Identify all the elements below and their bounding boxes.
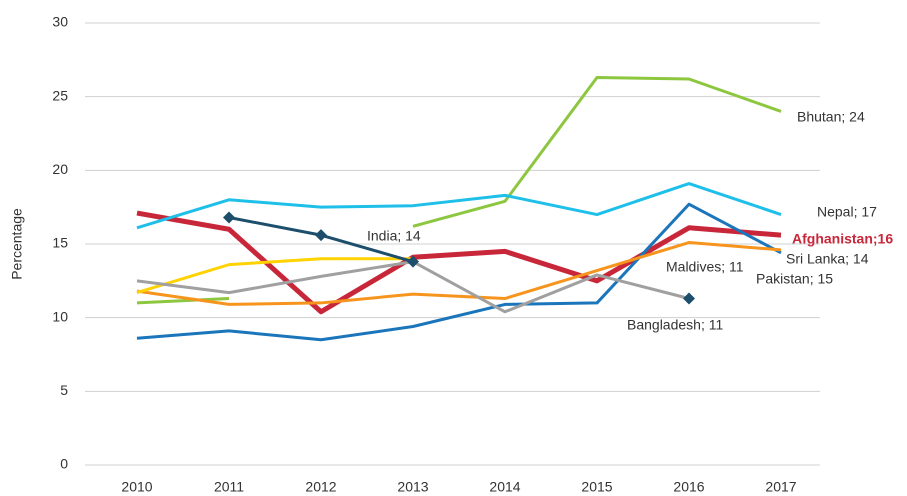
series-line bbox=[136, 257, 413, 295]
point-marker bbox=[315, 229, 327, 242]
point-marker bbox=[223, 211, 235, 224]
y-axis-label: Percentage bbox=[9, 208, 25, 280]
annotation: Bangladesh; 11 bbox=[627, 317, 723, 333]
annotation: Bhutan; 24 bbox=[797, 109, 865, 125]
series-line bbox=[136, 182, 782, 230]
y-tick-label: 10 bbox=[52, 308, 68, 324]
x-tick-label: 2012 bbox=[305, 479, 336, 495]
point-marker bbox=[407, 255, 419, 268]
x-tick-label: 2016 bbox=[673, 479, 704, 495]
point-marker bbox=[683, 292, 695, 305]
annotation: Pakistan; 15 bbox=[756, 271, 833, 287]
y-tick-label: 25 bbox=[52, 87, 68, 103]
annotation: Nepal; 17 bbox=[817, 204, 877, 220]
annotation: Afghanistan;16 bbox=[792, 231, 893, 247]
x-tick-label: 2014 bbox=[489, 479, 520, 495]
x-tick-label: 2013 bbox=[397, 479, 428, 495]
y-tick-label: 20 bbox=[52, 161, 68, 177]
series-line bbox=[136, 241, 782, 306]
y-tick-label: 5 bbox=[60, 382, 68, 398]
x-tick-label: 2015 bbox=[581, 479, 612, 495]
y-tick-label: 15 bbox=[52, 235, 68, 251]
annotation: Maldives; 11 bbox=[666, 259, 744, 275]
annotation: Sri Lanka; 14 bbox=[786, 251, 869, 267]
annotation: India; 14 bbox=[367, 228, 421, 244]
y-tick-label: 30 bbox=[52, 14, 68, 30]
series-line bbox=[136, 76, 782, 305]
x-tick-label: 2010 bbox=[121, 479, 152, 495]
series-line bbox=[136, 202, 782, 342]
x-tick-label: 2011 bbox=[214, 479, 244, 495]
x-tick-label: 2017 bbox=[765, 479, 796, 495]
series-line bbox=[136, 210, 782, 315]
y-tick-label: 0 bbox=[60, 456, 68, 472]
